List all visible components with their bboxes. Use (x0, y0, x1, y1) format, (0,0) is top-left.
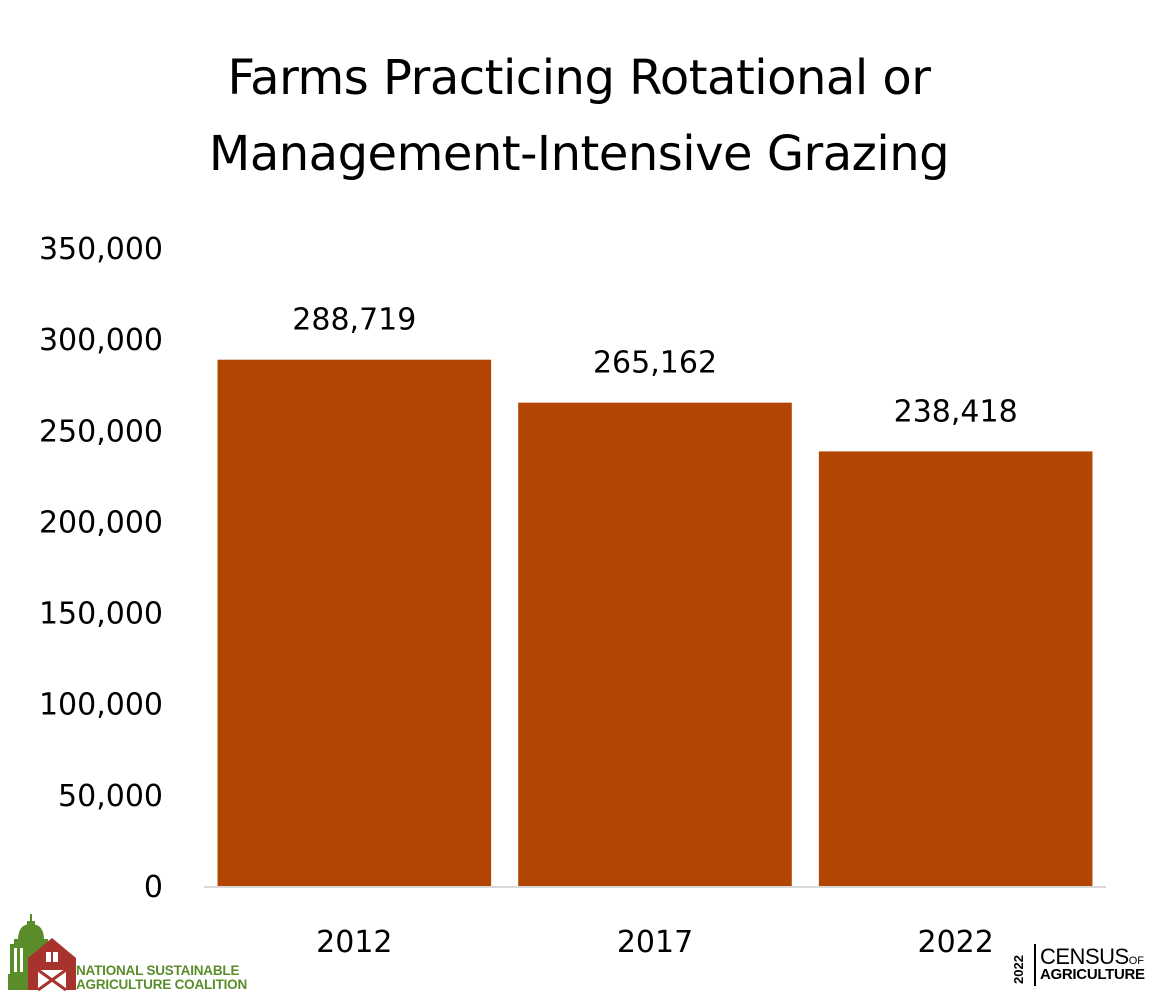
chart-title-line-2: Management-Intensive Grazing (208, 126, 950, 182)
x-tick-label-2012: 2012 (316, 925, 392, 960)
nsac-logo-text: NATIONAL SUSTAINABLE AGRICULTURE COALITI… (76, 963, 248, 992)
census-of-word: OF (1128, 955, 1144, 967)
census-year-text: 2022 (1010, 955, 1026, 984)
y-tick-label: 250,000 (39, 414, 163, 449)
x-tick-label-2017: 2017 (617, 925, 693, 960)
bar-2022 (818, 451, 1093, 886)
bars (217, 359, 1093, 886)
y-tick-label: 50,000 (58, 779, 163, 814)
chart-title-line-1: Farms Practicing Rotational or (227, 50, 931, 106)
census-logo-subtitle: AGRICULTURE (1040, 966, 1145, 983)
y-tick-label: 300,000 (39, 323, 163, 358)
x-axis-tick-labels: 2012 2017 2022 (316, 925, 994, 960)
y-tick-label: 150,000 (39, 597, 163, 632)
census-logo-title: CENSUSOF (1040, 946, 1144, 972)
chart-title: Farms Practicing Rotational or Managemen… (0, 40, 1158, 192)
y-tick-label: 200,000 (39, 505, 163, 540)
census-logo-divider (1034, 944, 1036, 986)
y-axis-tick-labels: 0 50,000 100,000 150,000 200,000 250,000 300,0… (39, 232, 163, 905)
bar-value-labels: 288,719 265,162 238,418 (292, 303, 1017, 430)
nsac-logo (8, 914, 76, 992)
bar-value-label-2012: 288,719 (292, 303, 416, 338)
bar-value-label-2017: 265,162 (593, 346, 717, 381)
bar-value-label-2022: 238,418 (894, 394, 1018, 429)
y-tick-label: 100,000 (39, 688, 163, 723)
bar-2012 (217, 359, 492, 886)
census-word: CENSUS (1040, 944, 1129, 969)
barn-icon (28, 938, 76, 992)
x-tick-label-2022: 2022 (917, 925, 993, 960)
y-tick-label: 350,000 (39, 232, 163, 267)
bar-2017 (518, 402, 792, 886)
y-tick-label: 0 (144, 870, 163, 905)
